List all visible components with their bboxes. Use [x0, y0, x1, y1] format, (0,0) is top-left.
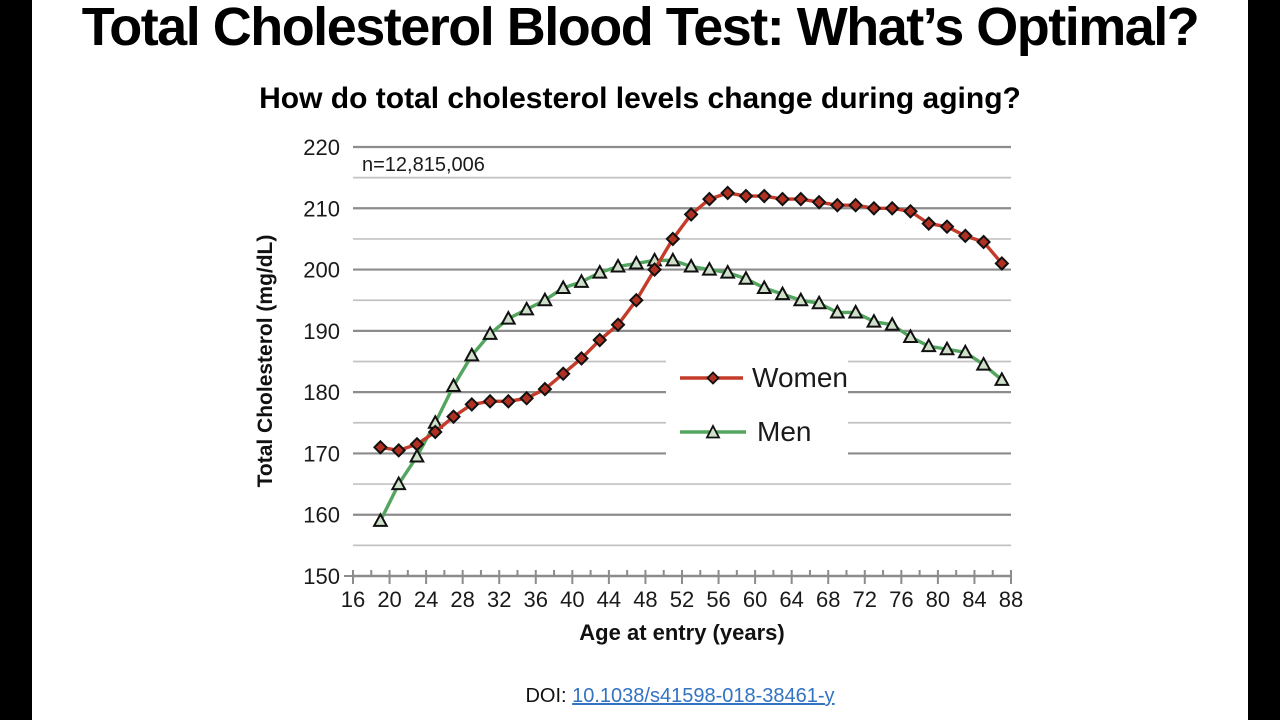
chart-legend: Women Men	[666, 339, 848, 470]
y-axis-tick-labels: 150 160 170 180 190 200 210 220	[303, 135, 340, 589]
svg-text:200: 200	[303, 258, 340, 283]
letterbox-left	[0, 0, 32, 720]
men-series-marker-icon	[680, 423, 746, 438]
doi-footer: DOI: 10.1038/s41598-018-38461-y	[112, 685, 1248, 708]
sample-size-annotation: n=12,815,006	[362, 154, 485, 176]
legend-label-women: Women	[752, 361, 848, 393]
svg-text:60: 60	[743, 587, 767, 612]
legend-label-men: Men	[757, 415, 812, 447]
svg-text:68: 68	[816, 587, 840, 612]
svg-text:56: 56	[706, 587, 730, 612]
svg-text:64: 64	[779, 587, 803, 612]
svg-text:190: 190	[303, 319, 340, 344]
page-title: Total Cholesterol Blood Test: What’s Opt…	[81, 0, 1200, 57]
svg-text:28: 28	[450, 587, 474, 612]
svg-text:24: 24	[414, 587, 438, 612]
gridlines	[353, 145, 1011, 547]
svg-text:36: 36	[524, 587, 548, 612]
svg-text:150: 150	[303, 564, 340, 589]
svg-text:52: 52	[670, 587, 694, 612]
svg-text:32: 32	[487, 587, 511, 612]
svg-text:84: 84	[962, 587, 986, 612]
x-axis-title: Age at entry (years)	[579, 620, 785, 645]
svg-text:20: 20	[377, 587, 401, 612]
svg-text:40: 40	[560, 587, 584, 612]
svg-text:80: 80	[926, 587, 950, 612]
svg-text:44: 44	[597, 587, 621, 612]
doi-link[interactable]: 10.1038/s41598-018-38461-y	[572, 685, 835, 707]
y-axis-title: Total Cholesterol (mg/dL)	[254, 234, 277, 488]
line-chart: 150 160 170 180 190 200 210 220 16 20 24 28 32 36 40 44…	[303, 135, 1023, 612]
chart-title: How do total cholesterol levels change d…	[259, 82, 1021, 115]
svg-text:160: 160	[303, 503, 340, 528]
svg-text:210: 210	[303, 196, 340, 221]
svg-text:88: 88	[999, 587, 1023, 612]
svg-text:170: 170	[303, 441, 340, 466]
women-series-marker-icon	[680, 370, 744, 385]
letterbox-right	[1248, 0, 1280, 720]
svg-text:16: 16	[341, 587, 365, 612]
x-axis-tick-labels: 16 20 24 28 32 36 40 44 48 52 56 60 64 68 72 76 80 84 88	[341, 587, 1023, 612]
svg-text:76: 76	[889, 587, 913, 612]
svg-text:220: 220	[303, 135, 340, 160]
svg-text:180: 180	[303, 380, 340, 405]
doi-label: DOI:	[525, 685, 567, 707]
legend-item-men: Men	[678, 415, 848, 447]
svg-text:48: 48	[633, 587, 657, 612]
legend-item-women: Women	[678, 361, 848, 393]
series-men	[372, 251, 1010, 527]
series-women	[373, 185, 1010, 458]
slide: Total Cholesterol Blood Test: What’s Opt…	[32, 0, 1248, 720]
svg-text:72: 72	[853, 587, 877, 612]
x-axis	[344, 570, 1012, 584]
